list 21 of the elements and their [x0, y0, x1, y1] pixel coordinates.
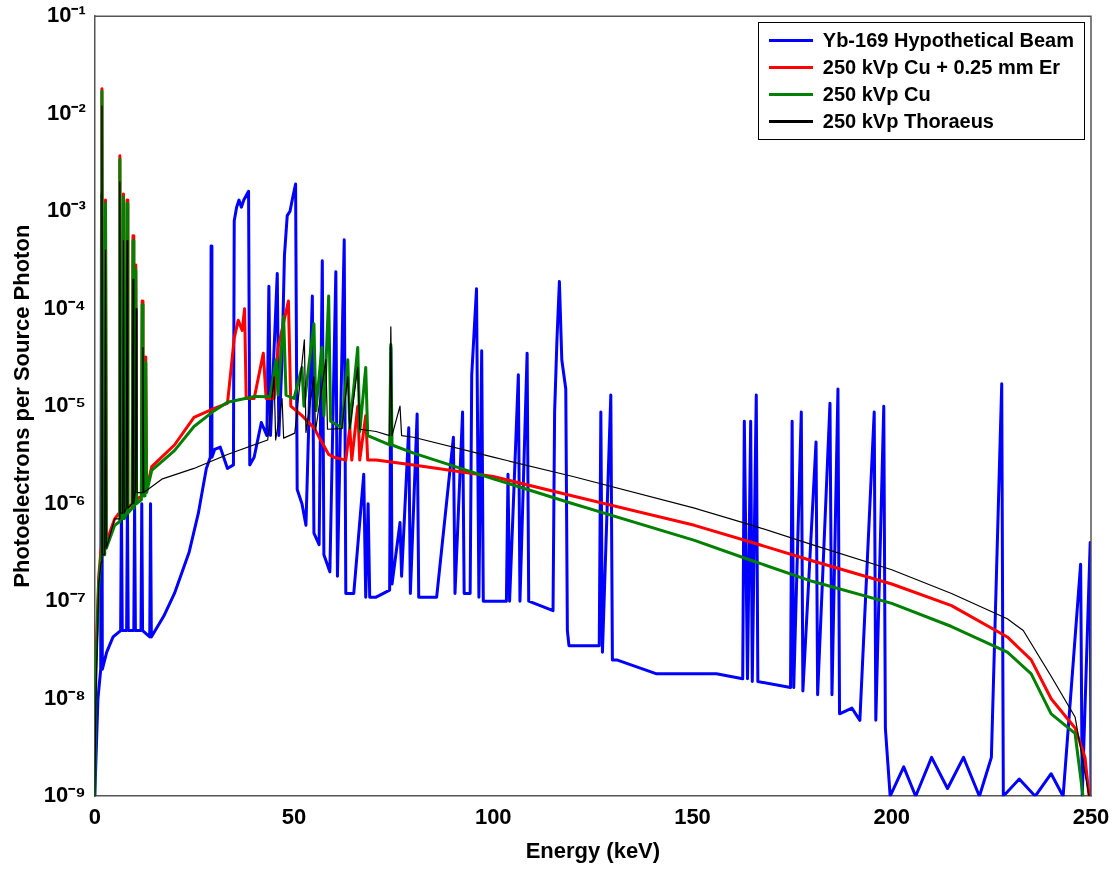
x-axis-title: Energy (keV) [525, 837, 661, 863]
y-tick-label: 10⁻⁴ [43, 294, 86, 320]
y-tick-label: 10⁻⁷ [45, 587, 86, 613]
x-tick-label: 250 [1072, 804, 1110, 830]
legend-label: Yb-169 Hypothetical Beam [822, 29, 1074, 53]
y-tick-label: 10⁻¹ [46, 2, 86, 28]
legend-label: 250 kVp Cu [822, 83, 931, 107]
x-tick-label: 100 [474, 804, 512, 830]
legend-label: 250 kVp Cu + 0.25 mm Er [822, 56, 1061, 80]
y-tick-label: 10⁻⁹ [43, 782, 86, 808]
y-tick-label: 10⁻⁵ [43, 392, 86, 418]
y-tick-label: 10⁻² [46, 99, 86, 125]
legend-label: 250 kVp Thoraeus [822, 110, 994, 134]
x-tick-label: 150 [674, 804, 711, 830]
x-tick-label: 0 [88, 804, 101, 830]
y-tick-label: 10⁻⁸ [43, 684, 86, 710]
y-axis-title: Photoelectrons per Source Photon [9, 224, 35, 588]
x-tick-label: 50 [281, 804, 307, 830]
y-tick-label: 10⁻⁶ [44, 489, 86, 515]
x-tick-label: 200 [873, 804, 911, 830]
y-tick-label: 10⁻³ [46, 197, 86, 223]
